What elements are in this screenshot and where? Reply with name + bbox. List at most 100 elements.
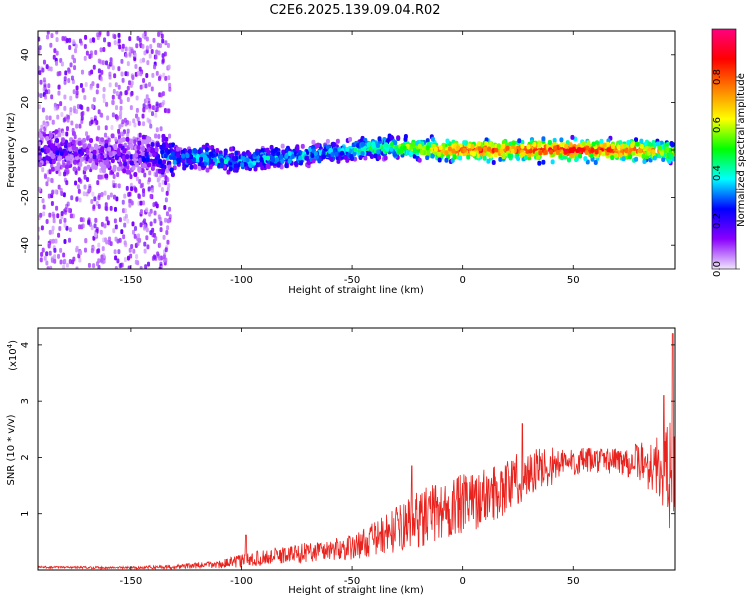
spectrogram-cell [517, 138, 522, 144]
spectrogram-cell [64, 207, 68, 213]
spectrogram-cell [41, 67, 45, 73]
x-tick-label: 50 [567, 576, 580, 587]
spectrogram-cell [641, 153, 646, 159]
spectrogram-cell [83, 174, 87, 180]
spectrogram-cell [417, 143, 422, 149]
spectrogram-cell [53, 247, 57, 253]
spectrogram-cell [84, 81, 88, 87]
spectrogram-cell [117, 138, 122, 144]
spectrogram-cell [310, 152, 315, 158]
spectrogram-cell [618, 152, 623, 158]
spectrogram-cell [157, 168, 162, 174]
spectrogram-cell [115, 105, 119, 111]
spectrogram-cell [126, 71, 130, 77]
spectrogram-cell [46, 266, 50, 269]
spectrogram-cell [68, 37, 72, 43]
spectrogram-cell [38, 155, 42, 161]
x-tick-label: -150 [120, 576, 143, 587]
spectrogram-cell [105, 216, 109, 222]
spectrogram-cell [624, 148, 629, 154]
spectrogram-cell [48, 115, 52, 121]
spectrogram-cell [38, 186, 41, 192]
spectrogram-cell [163, 153, 168, 159]
spectrogram-cell [358, 155, 363, 161]
spectrogram-cell [40, 225, 44, 231]
spectrogram-cell [62, 192, 66, 198]
spectrogram-cell [63, 258, 67, 264]
spectrogram-cell [438, 145, 443, 151]
spectrogram-cell [665, 146, 670, 152]
spectrogram-cell [166, 218, 170, 224]
spectrogram-cell [559, 137, 564, 143]
spectrogram-cell [284, 163, 289, 169]
spectrogram-cell [164, 136, 169, 142]
spectrogram-cell [128, 120, 132, 126]
spectrogram-cell [199, 156, 204, 162]
spectrogram-cell [176, 157, 181, 163]
spectrogram-cell [256, 155, 261, 161]
spectrogram-cell [136, 71, 140, 77]
spectrogram-cell [127, 192, 131, 198]
spectrogram-cell [110, 133, 115, 139]
spectrogram-cell [50, 256, 54, 262]
spectrogram-cell [150, 49, 154, 55]
spectrogram-cell [160, 187, 164, 193]
spectrogram-cell [655, 141, 660, 147]
spectrogram-cell [82, 191, 86, 197]
spectrogram-cell [166, 225, 170, 231]
spectrogram-cell [234, 167, 239, 173]
x-tick-label: -50 [344, 576, 360, 587]
spectrogram-cell [141, 157, 146, 163]
spectrogram-cell [172, 155, 177, 161]
spectrogram-cell [134, 152, 139, 158]
spectrogram-cell [146, 147, 151, 153]
spectrogram-cell [159, 227, 163, 233]
spectrogram-cell [165, 168, 169, 174]
spectrogram-cell [316, 142, 321, 148]
spectrogram-cell [47, 193, 51, 199]
spectrogram-cell [161, 38, 165, 44]
spectrogram-cell [142, 163, 147, 169]
spectrogram-cell [146, 117, 150, 123]
spectrogram-cell [61, 130, 65, 136]
spectrogram-cell [153, 64, 157, 70]
spectrogram-cell [58, 155, 63, 161]
spectrogram-cell [526, 144, 531, 150]
spectrogram-cell [108, 151, 113, 157]
spectrogram-cell [111, 94, 115, 100]
spectrogram-cell [97, 125, 101, 131]
spectrogram-cell [208, 164, 213, 170]
spectrogram-cell [104, 125, 108, 131]
spectrogram-cell [60, 111, 64, 117]
spectrogram-cell [91, 162, 96, 168]
spectrogram-cell [121, 43, 125, 49]
spectrogram-cell [45, 218, 49, 224]
spectrogram-cell [75, 245, 79, 251]
spectrogram-cell [100, 146, 105, 152]
spectrogram-cell [466, 154, 471, 160]
spectrogram-cell [77, 177, 81, 183]
spectrogram-cell [73, 48, 77, 54]
spectrogram-cell [415, 140, 420, 146]
spectrogram-cell [84, 238, 88, 244]
y-tick-label: 4 [20, 342, 31, 348]
spectrogram-cell [161, 167, 166, 173]
spectrogram-cell [50, 178, 54, 184]
spectrogram-cell [298, 160, 303, 166]
spectrogram-cell [64, 70, 68, 76]
spectrogram-cell [136, 241, 140, 247]
spectrogram-cell [126, 218, 130, 224]
spectrogram-cell [105, 206, 109, 212]
spectrogram-cell [417, 157, 422, 163]
spectrogram-cell [42, 204, 46, 210]
spectrogram-cell [151, 111, 155, 117]
spectrogram-cell [69, 107, 73, 113]
spectrogram-cell [102, 237, 106, 243]
spectrogram-cell [161, 53, 165, 59]
x-tick-label: -50 [344, 275, 360, 286]
spectrogram-cell [88, 158, 93, 164]
spectrogram-cell [409, 150, 414, 156]
spectrogram-cell [66, 201, 70, 207]
spectrogram-cell [50, 201, 54, 207]
spectrogram-cell [106, 31, 110, 37]
